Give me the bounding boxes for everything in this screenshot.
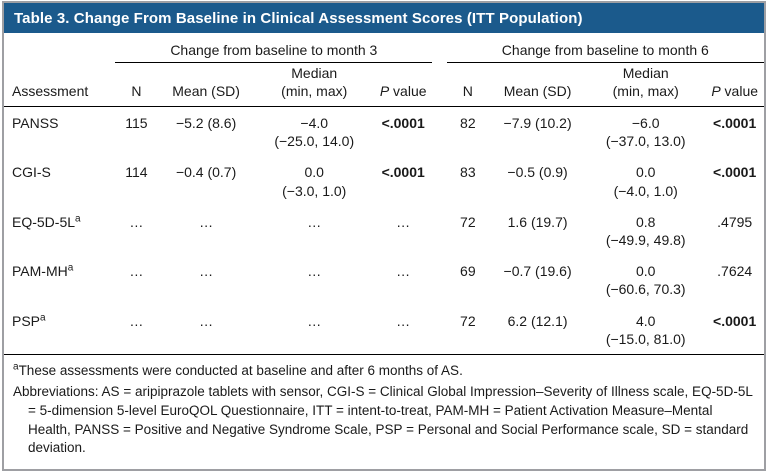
column-gap bbox=[432, 33, 446, 63]
group-header-row: Change from baseline to month 3 Change f… bbox=[4, 33, 764, 63]
column-header-row: Assessment N Mean (SD) Median (min, max)… bbox=[4, 62, 764, 107]
n-cell: 72 bbox=[460, 213, 476, 230]
column-gap bbox=[432, 156, 446, 205]
col-header-median-month3: Median (min, max) bbox=[254, 62, 374, 107]
median-cell: 0.0 (−60.6, 70.3) bbox=[605, 263, 686, 298]
median-cell: … bbox=[307, 312, 322, 329]
median-cell: 0.0 (−3.0, 1.0) bbox=[282, 164, 347, 199]
mean-sd-cell: −0.5 (0.9) bbox=[507, 164, 568, 181]
median-cell: −6.0 (−37.0, 13.0) bbox=[605, 115, 686, 150]
footnotes: aThese assessments were conducted at bas… bbox=[4, 353, 764, 469]
n-cell: 115 bbox=[125, 115, 148, 131]
footnote-abbreviations: Abbreviations: AS = aripiprazole tablets… bbox=[13, 383, 753, 456]
column-gap bbox=[432, 305, 446, 354]
col-header-pvalue-month6: P value bbox=[705, 62, 764, 107]
table-row: PAM-MHa … … … … 69 −0.7 (19.6) 0.0 (−60.6, 70.3)… bbox=[4, 255, 764, 304]
assessment-cell: PANSS bbox=[12, 115, 59, 131]
mean-sd-cell: … bbox=[199, 213, 214, 230]
median-cell: 0.0 (−4.0, 1.0) bbox=[613, 164, 678, 199]
p-value-cell: … bbox=[396, 263, 411, 280]
col-header-mean-month6: Mean (SD) bbox=[489, 62, 587, 107]
p-value-cell: <.0001 bbox=[713, 115, 757, 131]
p-value-cell: .4795 bbox=[717, 213, 753, 230]
p-value-cell: <.0001 bbox=[381, 164, 425, 181]
col-header-n-month6: N bbox=[446, 62, 490, 107]
footnote-marker: a bbox=[40, 311, 46, 323]
clinical-assessment-table: Change from baseline to month 3 Change f… bbox=[4, 33, 764, 354]
col-header-mean-month3: Mean (SD) bbox=[157, 62, 255, 107]
col-header-n-month3: N bbox=[115, 62, 158, 107]
mean-sd-cell: … bbox=[199, 263, 214, 280]
n-cell: 72 bbox=[460, 312, 476, 329]
n-cell: … bbox=[129, 213, 144, 230]
median-cell: −4.0 (−25.0, 14.0) bbox=[274, 115, 355, 150]
p-value-cell: .7624 bbox=[717, 263, 753, 280]
group-header-blank bbox=[4, 33, 115, 63]
mean-sd-cell: 6.2 (12.1) bbox=[507, 312, 568, 329]
p-value-cell: <.0001 bbox=[713, 312, 757, 329]
n-cell: 83 bbox=[460, 164, 476, 181]
column-gap bbox=[432, 206, 446, 255]
median-cell: 4.0 (−15.0, 81.0) bbox=[605, 312, 686, 347]
p-value-cell: <.0001 bbox=[381, 115, 425, 131]
mean-sd-cell: −5.2 (8.6) bbox=[175, 115, 237, 131]
median-cell: … bbox=[307, 213, 322, 230]
n-cell: … bbox=[129, 263, 144, 280]
footnote-a: aThese assessments were conducted at bas… bbox=[13, 361, 463, 378]
median-cell: 0.8 (−49.9, 49.8) bbox=[605, 213, 686, 248]
column-gap bbox=[432, 255, 446, 304]
n-cell: 82 bbox=[460, 115, 476, 131]
group-header-month6: Change from baseline to month 6 bbox=[446, 33, 764, 63]
n-cell: 69 bbox=[460, 263, 476, 280]
footnote-marker: a bbox=[75, 213, 81, 225]
table-row: CGI-S 114 −0.4 (0.7) 0.0 (−3.0, 1.0) <.0001 83… bbox=[4, 156, 764, 205]
p-value-cell: … bbox=[396, 312, 411, 329]
mean-sd-cell: … bbox=[199, 312, 214, 329]
table-row: EQ-5D-5La … … … … 72 1.6 (19.7) 0.8 (−49.9, 49.8… bbox=[4, 206, 764, 255]
p-value-cell: … bbox=[396, 213, 411, 230]
col-header-assessment: Assessment bbox=[4, 62, 116, 107]
mean-sd-cell: −7.9 (10.2) bbox=[503, 115, 572, 131]
assessment-cell: PAM-MHa bbox=[12, 262, 74, 280]
assessment-cell: EQ-5D-5La bbox=[12, 213, 81, 230]
n-cell: … bbox=[129, 312, 144, 329]
table-title: Table 3. Change From Baseline in Clinica… bbox=[4, 3, 764, 33]
mean-sd-cell: −0.7 (19.6) bbox=[503, 263, 572, 280]
footnote-marker: a bbox=[67, 262, 74, 274]
assessment-cell: CGI-S bbox=[12, 164, 51, 181]
p-value-cell: <.0001 bbox=[713, 164, 757, 181]
col-header-median-month6: Median (min, max) bbox=[586, 62, 706, 107]
median-cell: … bbox=[307, 263, 322, 280]
column-gap bbox=[432, 62, 447, 107]
table-row: PSPa … … … … 72 6.2 (12.1) 4.0 (−15.0, 81.0) <.00… bbox=[4, 305, 764, 354]
group-header-month3: Change from baseline to month 3 bbox=[115, 33, 433, 63]
col-header-pvalue-month3: P value bbox=[373, 62, 433, 107]
table-row: PANSS 115 −5.2 (8.6) −4.0 (−25.0, 14.0) <.000… bbox=[4, 107, 764, 157]
assessment-cell: PSPa bbox=[12, 311, 46, 329]
column-gap bbox=[432, 107, 446, 157]
mean-sd-cell: 1.6 (19.7) bbox=[507, 213, 568, 230]
n-cell: 114 bbox=[125, 164, 148, 181]
mean-sd-cell: −0.4 (0.7) bbox=[175, 164, 237, 181]
